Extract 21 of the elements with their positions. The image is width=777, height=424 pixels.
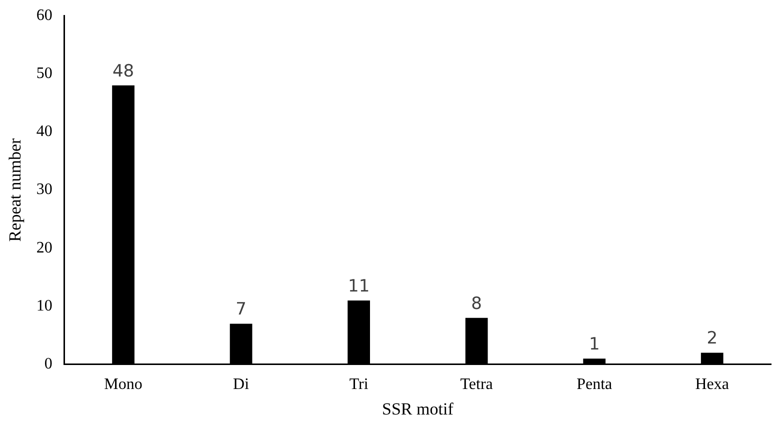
data-label: 8 <box>471 294 482 314</box>
y-axis-title: Repeat number <box>6 138 25 242</box>
x-tick-label: Penta <box>576 376 612 394</box>
data-label: 48 <box>112 61 134 82</box>
data-label: 1 <box>588 334 600 355</box>
x-tick-label: Mono <box>104 376 142 394</box>
data-label: 11 <box>348 276 370 296</box>
data-label: 2 <box>706 328 718 349</box>
data-label: 7 <box>236 300 246 320</box>
x-axis-title: SSR motif <box>382 399 454 418</box>
x-tick-label: Tri <box>349 376 369 394</box>
x-tick-label: Di <box>233 376 250 394</box>
x-tick-label: Hexa <box>695 376 729 394</box>
y-tick-label: 10 <box>36 297 52 314</box>
y-tick-label: 40 <box>36 123 52 140</box>
x-tick-label: Tetra <box>460 376 493 394</box>
y-tick-label: 20 <box>36 239 52 256</box>
y-tick-label: 60 <box>36 6 52 24</box>
y-tick-label: 0 <box>44 356 52 373</box>
y-tick-label: 30 <box>36 181 52 198</box>
y-tick-label: 50 <box>36 64 52 82</box>
